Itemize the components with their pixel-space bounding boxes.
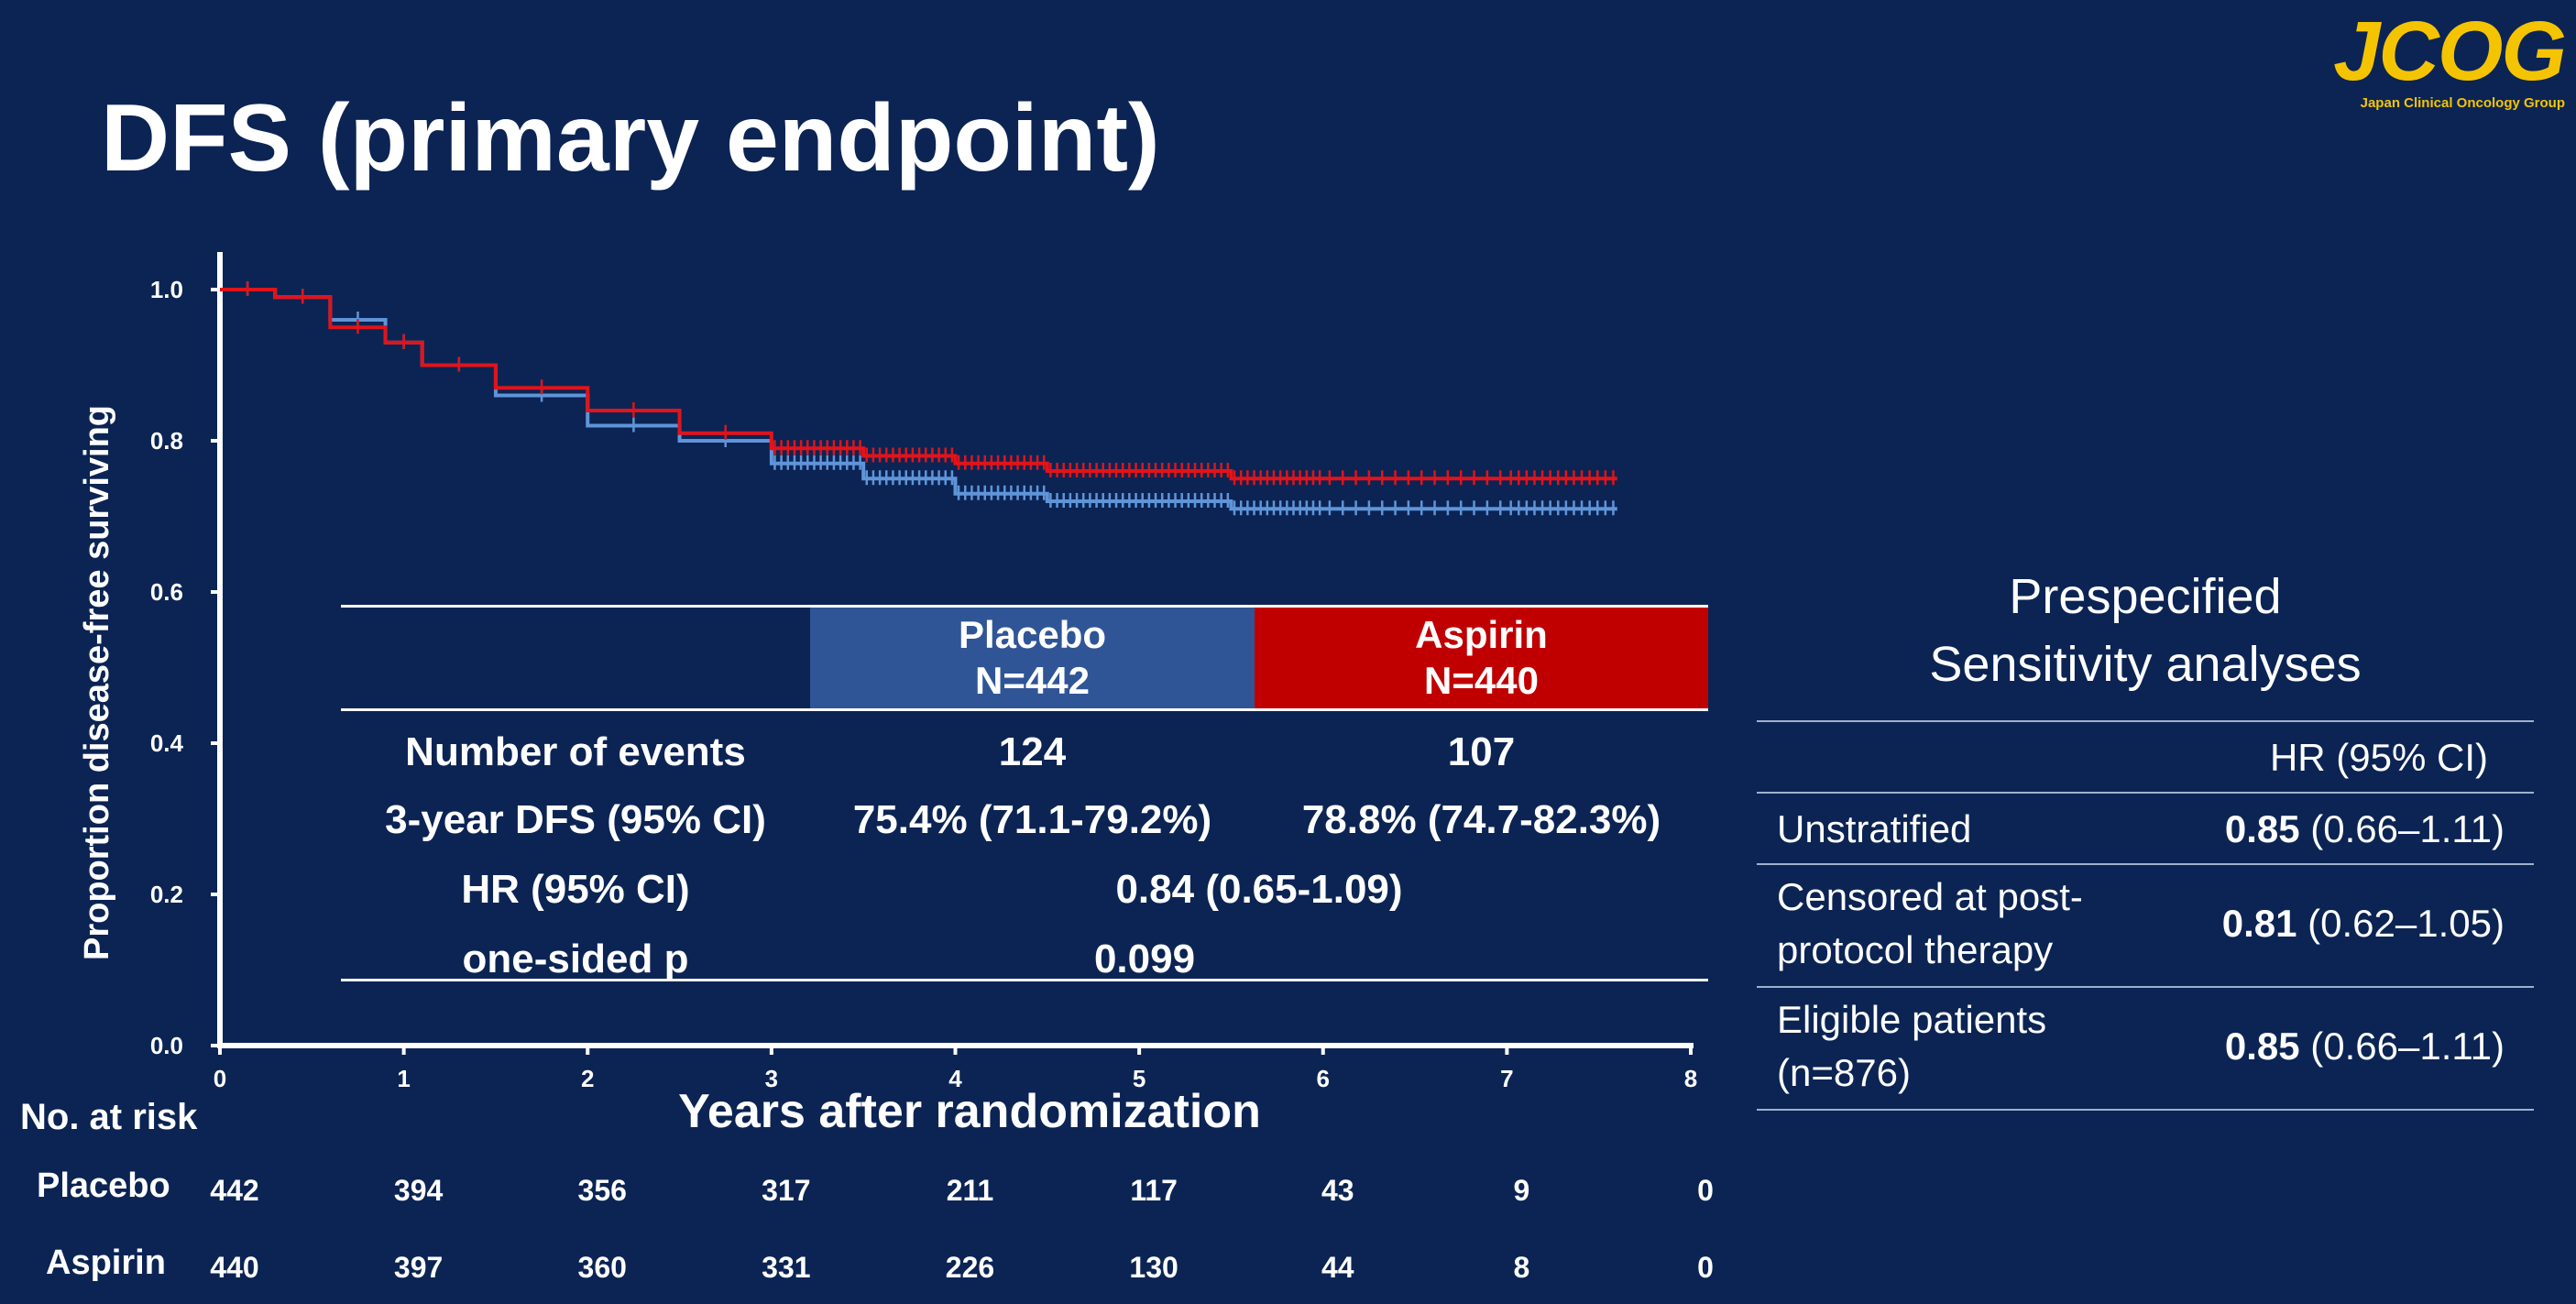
placebo-header: Placebo N=442 [810,608,1255,708]
at-risk-value: 226 [946,1251,994,1284]
x-axis-label: Years after randomization [678,1085,1261,1138]
at-risk-value: 397 [394,1251,443,1284]
table-rule-bottom [341,979,1708,981]
at-risk-value: 356 [578,1174,627,1207]
aspirin-value: 107 [1447,729,1516,774]
page-title: DFS (primary endpoint) [101,85,1160,192]
aspirin-header-n: N=440 [1424,659,1539,702]
sensitivity-row-label: Censored at post- protocol therapy [1777,871,2083,977]
table-rule-header [341,708,1708,711]
sensitivity-rule [1757,1109,2534,1111]
x-tick-label: 0 [214,1065,226,1092]
chart-axes [211,252,1694,1055]
sensitivity-title-line1: Prespecified [2009,569,2282,624]
table-row: HR (95% CI) 0.84 (0.65-1.09) [341,854,1708,924]
at-risk-value: 9 [1513,1174,1529,1207]
logo-text: JCOG [2333,5,2567,98]
table-row: one-sided p 0.099 [341,924,1708,993]
x-tick-label: 6 [1317,1065,1330,1092]
at-risk-value: 211 [947,1174,994,1207]
at-risk-value: 360 [578,1251,627,1284]
label-line1: Unstratified [1777,807,1972,850]
at-risk-row-name: Aspirin [46,1244,166,1282]
x-tick-label: 4 [948,1065,962,1092]
at-risk-value: 8 [1513,1251,1529,1284]
hr-value: 0.81 [2221,902,2297,945]
aspirin-header-name: Aspirin [1415,613,1548,656]
label-line2: protocol therapy [1777,928,2054,971]
aspirin-value: 78.8% (74.7-82.3%) [1301,797,1661,842]
sensitivity-row-value: 0.85 (0.66–1.11) [2225,1020,2505,1073]
sensitivity-column-header: HR (95% CI) [2269,736,2489,779]
placebo-value: 75.4% (71.1-79.2%) [852,797,1212,842]
ci-value: (0.66–1.11) [2310,1025,2505,1068]
y-axis-label: Proportion disease-free surviving [78,405,116,960]
hr-value: 0.85 [2224,807,2300,850]
at-risk-value: 130 [1129,1251,1178,1284]
sensitivity-row-value: 0.85 (0.66–1.11) [2225,803,2505,856]
at-risk-row-name: Placebo [37,1167,170,1205]
chart-curves [220,281,1617,516]
label-line1: Eligible patients [1777,998,2047,1041]
sensitivity-row-label: Eligible patients (n=876) [1777,993,2046,1100]
table-row: Number of events 124 107 [341,717,1708,786]
sensitivity-rule [1757,720,2534,722]
label-line1: Censored at post- [1777,875,2083,918]
at-risk-value: 440 [210,1251,258,1284]
placebo-header-name: Placebo [958,613,1107,656]
x-tick-label: 3 [765,1065,778,1092]
aspirin-header: Aspirin N=440 [1255,608,1708,708]
sensitivity-title-line2: Sensitivity analyses [1929,637,2362,692]
combined-value: 0.84 (0.65-1.09) [1115,867,1403,912]
y-tick-label: 1.0 [150,276,183,303]
y-tick-label: 0.2 [150,881,183,908]
placebo-header-n: N=442 [975,659,1090,702]
at-risk-value: 43 [1321,1174,1354,1207]
ci-value: (0.66–1.11) [2310,807,2505,850]
table-rule-top [341,605,1708,608]
at-risk-value: 117 [1130,1174,1178,1207]
hr-value: 0.85 [2224,1025,2300,1068]
x-tick-label: 2 [581,1065,594,1092]
y-tick-label: 0.4 [150,729,184,757]
y-tick-label: 0.0 [150,1032,183,1059]
at-risk-value: 331 [762,1251,810,1284]
chart-tick-labels: 0 1 2 3 4 5 6 7 8 0.0 0.2 0.4 0.6 0.8 1.0 [150,276,1697,1092]
y-tick-label: 0.6 [150,578,183,606]
at-risk-value: 44 [1321,1251,1354,1284]
y-tick-label: 0.8 [150,427,183,455]
at-risk-value: 0 [1697,1174,1714,1207]
at-risk-value: 317 [762,1174,810,1207]
table-row: 3-year DFS (95% CI) 75.4% (71.1-79.2%) 7… [341,784,1708,854]
at-risk-value: 0 [1697,1251,1714,1284]
sensitivity-row-label: Unstratified [1777,803,1971,856]
row-label: one-sided p [462,937,689,981]
sensitivity-rule [1757,792,2534,794]
jcog-logo: JCOG Japan Clinical Oncology Group [2333,5,2567,111]
sensitivity-rule [1757,863,2534,865]
logo-subtitle: Japan Clinical Oncology Group [2360,95,2565,111]
sensitivity-title: Prespecified Sensitivity analyses [1757,563,2534,698]
at-risk-value: 394 [394,1174,444,1207]
row-label: Number of events [405,729,746,774]
at-risk-table: No. at risk Placebo 442 394 356 317 211 117 43 9 0… [20,1097,1714,1284]
sensitivity-row-value: 0.81 (0.62–1.05) [2222,897,2505,950]
x-tick-label: 5 [1133,1065,1145,1092]
placebo-value: 124 [998,729,1067,774]
sensitivity-rule [1757,986,2534,988]
x-tick-label: 7 [1500,1065,1513,1092]
label-line2: (n=876) [1777,1051,1911,1094]
at-risk-value: 442 [210,1174,258,1207]
ci-value: (0.62–1.05) [2307,902,2505,945]
x-tick-label: 1 [397,1065,410,1092]
at-risk-label: No. at risk [20,1097,198,1137]
x-tick-label: 8 [1684,1065,1697,1092]
combined-value: 0.099 [1093,937,1196,981]
row-label: 3-year DFS (95% CI) [385,797,766,842]
row-label: HR (95% CI) [461,867,690,912]
